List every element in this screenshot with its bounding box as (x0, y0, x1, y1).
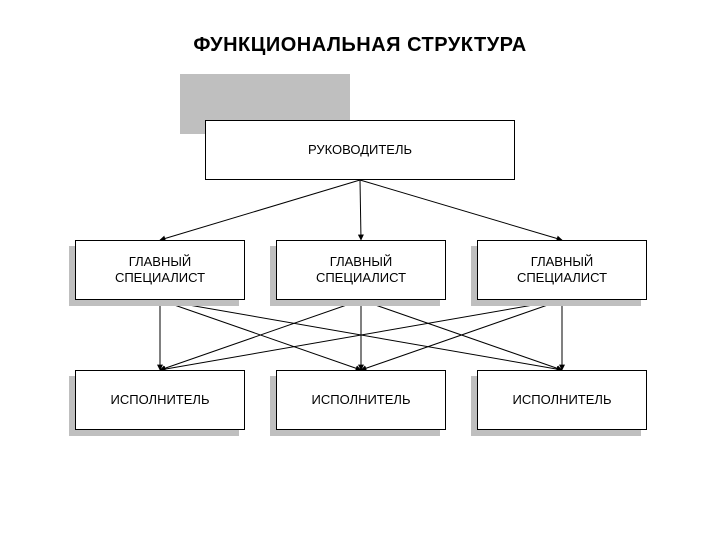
node-spec_l: ГЛАВНЫЙСПЕЦИАЛИСТ (75, 240, 245, 300)
node-spec_c: ГЛАВНЫЙСПЕЦИАЛИСТ (276, 240, 446, 300)
diagram-canvas: ФУНКЦИОНАЛЬНАЯ СТРУКТУРА ГЛАВНЫЙСПЕЦИАЛИ… (0, 0, 720, 540)
edge (160, 300, 361, 370)
edge (160, 180, 360, 240)
edge (361, 300, 562, 370)
node-exec_l: ИСПОЛНИТЕЛЬ (75, 370, 245, 430)
node-exec_r: ИСПОЛНИТЕЛЬ (477, 370, 647, 430)
node-leader: РУКОВОДИТЕЛЬ (205, 120, 515, 180)
edge (361, 300, 562, 370)
edge (360, 180, 361, 240)
diagram-title: ФУНКЦИОНАЛЬНАЯ СТРУКТУРА (0, 34, 720, 57)
node-spec_r: ГЛАВНЫЙСПЕЦИАЛИСТ (477, 240, 647, 300)
edge (160, 300, 361, 370)
edge (160, 300, 562, 370)
edge (360, 180, 562, 240)
node-exec_c: ИСПОЛНИТЕЛЬ (276, 370, 446, 430)
edge (160, 300, 562, 370)
